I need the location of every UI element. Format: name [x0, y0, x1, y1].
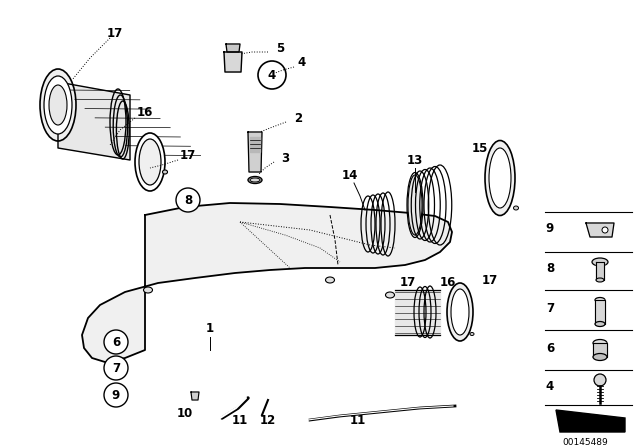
Ellipse shape [44, 76, 72, 134]
Ellipse shape [595, 297, 605, 302]
Text: 00145489: 00145489 [562, 438, 608, 447]
Polygon shape [250, 137, 260, 152]
Ellipse shape [447, 283, 473, 341]
Text: 10: 10 [177, 406, 193, 419]
Text: 11: 11 [350, 414, 366, 426]
Ellipse shape [135, 133, 165, 191]
Text: 2: 2 [294, 112, 302, 125]
Ellipse shape [595, 322, 605, 327]
Text: 16: 16 [440, 276, 456, 289]
Ellipse shape [40, 69, 76, 141]
Polygon shape [596, 262, 604, 280]
Polygon shape [595, 300, 605, 324]
Ellipse shape [596, 278, 604, 282]
Ellipse shape [49, 85, 67, 125]
Circle shape [104, 330, 128, 354]
Polygon shape [593, 343, 607, 357]
Ellipse shape [385, 292, 394, 298]
Ellipse shape [592, 258, 608, 266]
Text: 3: 3 [281, 151, 289, 164]
Text: 8: 8 [546, 262, 554, 275]
Text: 7: 7 [546, 302, 554, 314]
Text: 17: 17 [400, 276, 416, 289]
Text: 15: 15 [472, 142, 488, 155]
Text: 4: 4 [546, 379, 554, 392]
Polygon shape [224, 52, 242, 72]
Text: 8: 8 [184, 194, 192, 207]
Text: 17: 17 [107, 26, 123, 39]
Text: 16: 16 [137, 105, 153, 119]
Circle shape [258, 61, 286, 89]
Polygon shape [58, 82, 130, 160]
Ellipse shape [513, 206, 518, 210]
Ellipse shape [451, 289, 469, 335]
Text: 6: 6 [546, 341, 554, 354]
Text: 17: 17 [180, 148, 196, 161]
Text: 11: 11 [232, 414, 248, 426]
Text: 4: 4 [268, 69, 276, 82]
Ellipse shape [326, 277, 335, 283]
Ellipse shape [248, 177, 262, 184]
Text: 1: 1 [206, 322, 214, 335]
Polygon shape [226, 44, 240, 52]
Text: 14: 14 [342, 168, 358, 181]
Ellipse shape [489, 148, 511, 208]
Text: 13: 13 [407, 154, 423, 167]
Text: 9: 9 [546, 221, 554, 234]
Ellipse shape [163, 170, 168, 174]
Ellipse shape [593, 340, 607, 346]
Text: 12: 12 [260, 414, 276, 426]
Text: 7: 7 [112, 362, 120, 375]
Polygon shape [191, 392, 199, 400]
Text: 9: 9 [112, 388, 120, 401]
Circle shape [104, 383, 128, 407]
Ellipse shape [250, 178, 260, 182]
Text: 6: 6 [112, 336, 120, 349]
Ellipse shape [470, 332, 474, 336]
Circle shape [104, 356, 128, 380]
Text: 5: 5 [276, 42, 284, 55]
Polygon shape [395, 290, 440, 335]
Ellipse shape [139, 139, 161, 185]
Ellipse shape [143, 287, 152, 293]
Circle shape [602, 227, 608, 233]
Circle shape [176, 188, 200, 212]
Text: 17: 17 [482, 273, 498, 287]
Text: 4: 4 [298, 56, 306, 69]
Ellipse shape [593, 353, 607, 361]
Circle shape [594, 374, 606, 386]
Polygon shape [556, 410, 625, 432]
Polygon shape [248, 132, 262, 172]
Ellipse shape [408, 175, 422, 235]
Polygon shape [82, 203, 452, 362]
Ellipse shape [485, 141, 515, 215]
Polygon shape [586, 223, 614, 237]
